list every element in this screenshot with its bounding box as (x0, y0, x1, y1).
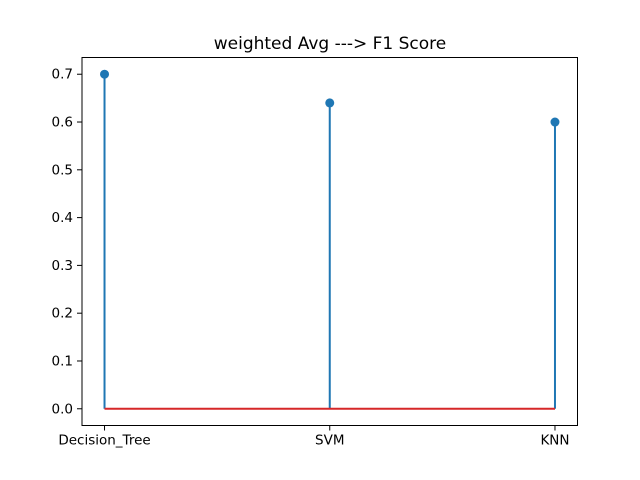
stem-marker (550, 117, 560, 127)
y-tick-label: 0.0 (52, 401, 73, 417)
y-tick-label: 0.4 (52, 210, 73, 226)
y-tick-label: 0.5 (52, 162, 73, 178)
x-tick-label: Decision_Tree (58, 433, 150, 449)
chart-title: weighted Avg ---> F1 Score (213, 34, 447, 54)
y-tick-label: 0.6 (52, 115, 73, 131)
x-tick-label: KNN (540, 433, 569, 449)
x-tick-label: SVM (315, 433, 344, 449)
y-tick-label: 0.2 (52, 306, 73, 322)
stem-marker (100, 69, 110, 79)
stem-marker (325, 98, 335, 108)
y-tick-label: 0.1 (52, 353, 73, 369)
y-tick-label: 0.7 (52, 67, 73, 83)
y-tick-label: 0.3 (52, 258, 73, 274)
